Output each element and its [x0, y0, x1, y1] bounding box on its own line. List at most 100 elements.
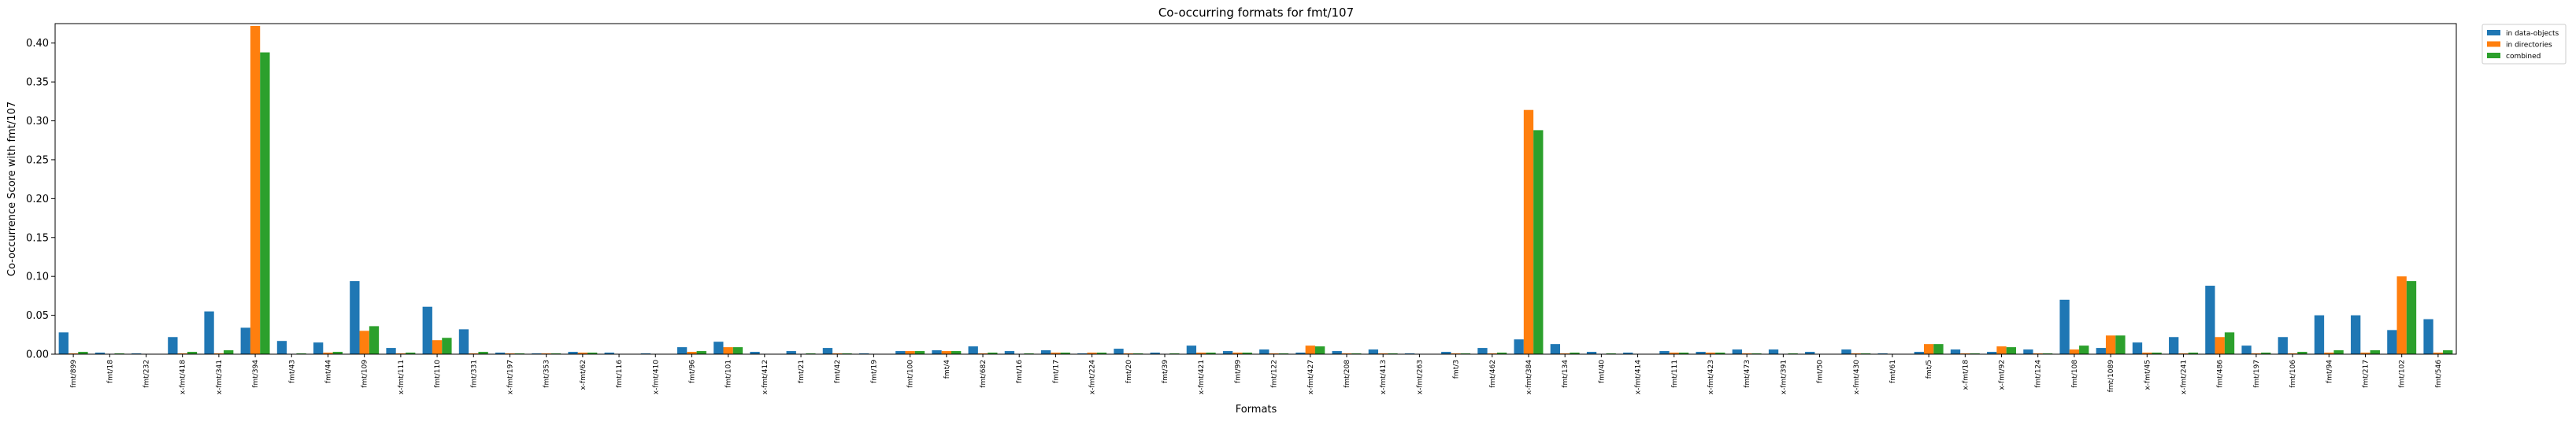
x-tick-label: fmt/96 — [688, 360, 696, 383]
x-tick-label: fmt/4 — [943, 360, 951, 379]
bar — [2387, 330, 2397, 354]
bar — [78, 352, 88, 354]
bar — [1659, 351, 1670, 354]
x-tick-label: fmt/1089 — [2107, 360, 2115, 393]
x-tick-label: fmt/44 — [324, 360, 332, 383]
bar — [2396, 276, 2407, 354]
bar — [95, 353, 106, 354]
bar — [895, 351, 906, 354]
x-tick-label: fmt/40 — [1598, 360, 1606, 383]
bar — [604, 353, 614, 354]
x-tick-label: x-fmt/384 — [1525, 360, 1533, 395]
bar — [568, 352, 578, 354]
bar — [1841, 349, 1851, 354]
x-tick-label: fmt/110 — [434, 360, 442, 388]
legend-label: in data-objects — [2506, 30, 2559, 38]
x-tick-label: fmt/232 — [143, 360, 150, 388]
x-tick-label: fmt/102 — [2399, 360, 2407, 388]
y-tick-label: 0.40 — [26, 38, 49, 50]
bar — [58, 332, 69, 354]
x-tick-label: x-fmt/421 — [1198, 360, 1206, 394]
x-tick-label: fmt/486 — [2217, 360, 2225, 388]
bar — [313, 342, 324, 354]
x-tick-label: x-fmt/413 — [1380, 360, 1388, 394]
bar — [1496, 353, 1507, 354]
x-tick-label: x-fmt/412 — [762, 360, 769, 394]
x-tick-label: fmt/20 — [1125, 360, 1133, 383]
bar — [1950, 349, 1961, 354]
bar — [2215, 337, 2225, 354]
x-tick-label: x-fmt/423 — [1707, 360, 1715, 394]
bar — [1514, 339, 1524, 354]
x-tick-label: fmt/108 — [2071, 360, 2079, 388]
bar — [2142, 353, 2152, 354]
bar — [2406, 281, 2417, 354]
bar — [1186, 346, 1197, 354]
bar — [2169, 337, 2179, 354]
bar — [932, 350, 942, 354]
x-tick-label: fmt/99 — [1234, 360, 1242, 383]
bar — [988, 353, 998, 354]
legend-frame — [2481, 24, 2567, 65]
bar — [187, 352, 198, 354]
bar — [369, 326, 380, 354]
bar — [1623, 353, 1633, 354]
legend-swatch — [2487, 53, 2500, 58]
bar — [1996, 346, 2007, 354]
bar — [1222, 351, 1233, 354]
x-tick-label: x-fmt/410 — [652, 360, 660, 395]
bar — [1768, 349, 1779, 354]
x-tick-label: fmt/43 — [288, 360, 296, 383]
bar — [1933, 344, 1944, 354]
x-tick-label: x-fmt/111 — [398, 360, 406, 394]
x-tick-label: fmt/94 — [2326, 360, 2333, 383]
bar — [696, 351, 706, 354]
y-tick-label: 0.05 — [26, 310, 49, 322]
bar — [1114, 349, 1124, 354]
bar — [2132, 342, 2143, 354]
y-tick-label: 0.00 — [26, 349, 49, 361]
bar — [224, 350, 234, 354]
bar — [1196, 353, 1206, 354]
bar — [1805, 352, 1815, 354]
bar — [2314, 315, 2325, 354]
bar — [2423, 319, 2433, 354]
bar — [1242, 353, 1252, 354]
bar — [276, 341, 287, 354]
series-combined — [78, 52, 2453, 354]
x-tick-label: x-fmt/62 — [580, 360, 587, 390]
bar — [1715, 353, 1725, 354]
bar — [2360, 353, 2370, 354]
y-tick-label: 0.35 — [26, 77, 49, 89]
legend-label: in directories — [2506, 42, 2552, 50]
bar — [260, 52, 270, 354]
x-tick-label: fmt/39 — [1162, 360, 1169, 383]
bars — [58, 25, 2453, 355]
bar — [1314, 346, 1325, 354]
bar — [1678, 353, 1689, 354]
y-axis: 0.00 0.05 0.10 0.15 0.20 0.25 0.30 0.35 0.40 — [26, 38, 55, 361]
x-axis: fmt/899 fmt/18 fmt/232 x-fmt/418 x-fmt/341 fm… — [70, 354, 2443, 394]
bar — [587, 353, 598, 354]
bar — [723, 347, 733, 354]
bar — [204, 311, 214, 354]
x-tick-label: fmt/111 — [1671, 360, 1679, 388]
bar — [1332, 351, 1342, 354]
x-tick-label: fmt/462 — [1489, 360, 1497, 388]
x-tick-label: fmt/353 — [543, 360, 551, 388]
bar — [1096, 353, 1107, 354]
bar — [2278, 337, 2288, 354]
bar — [359, 331, 369, 354]
bar — [914, 351, 925, 354]
bar — [822, 348, 833, 354]
series-in-data-objects — [58, 281, 2433, 354]
y-tick-label: 0.15 — [26, 232, 49, 244]
bar — [2205, 286, 2215, 354]
y-tick-label: 0.30 — [26, 116, 49, 128]
bar — [1259, 349, 1269, 354]
x-tick-label: fmt/5 — [1926, 360, 1933, 379]
bar — [1051, 353, 1061, 354]
x-tick-label: fmt/101 — [725, 360, 733, 388]
x-tick-label: fmt/122 — [1271, 360, 1279, 388]
